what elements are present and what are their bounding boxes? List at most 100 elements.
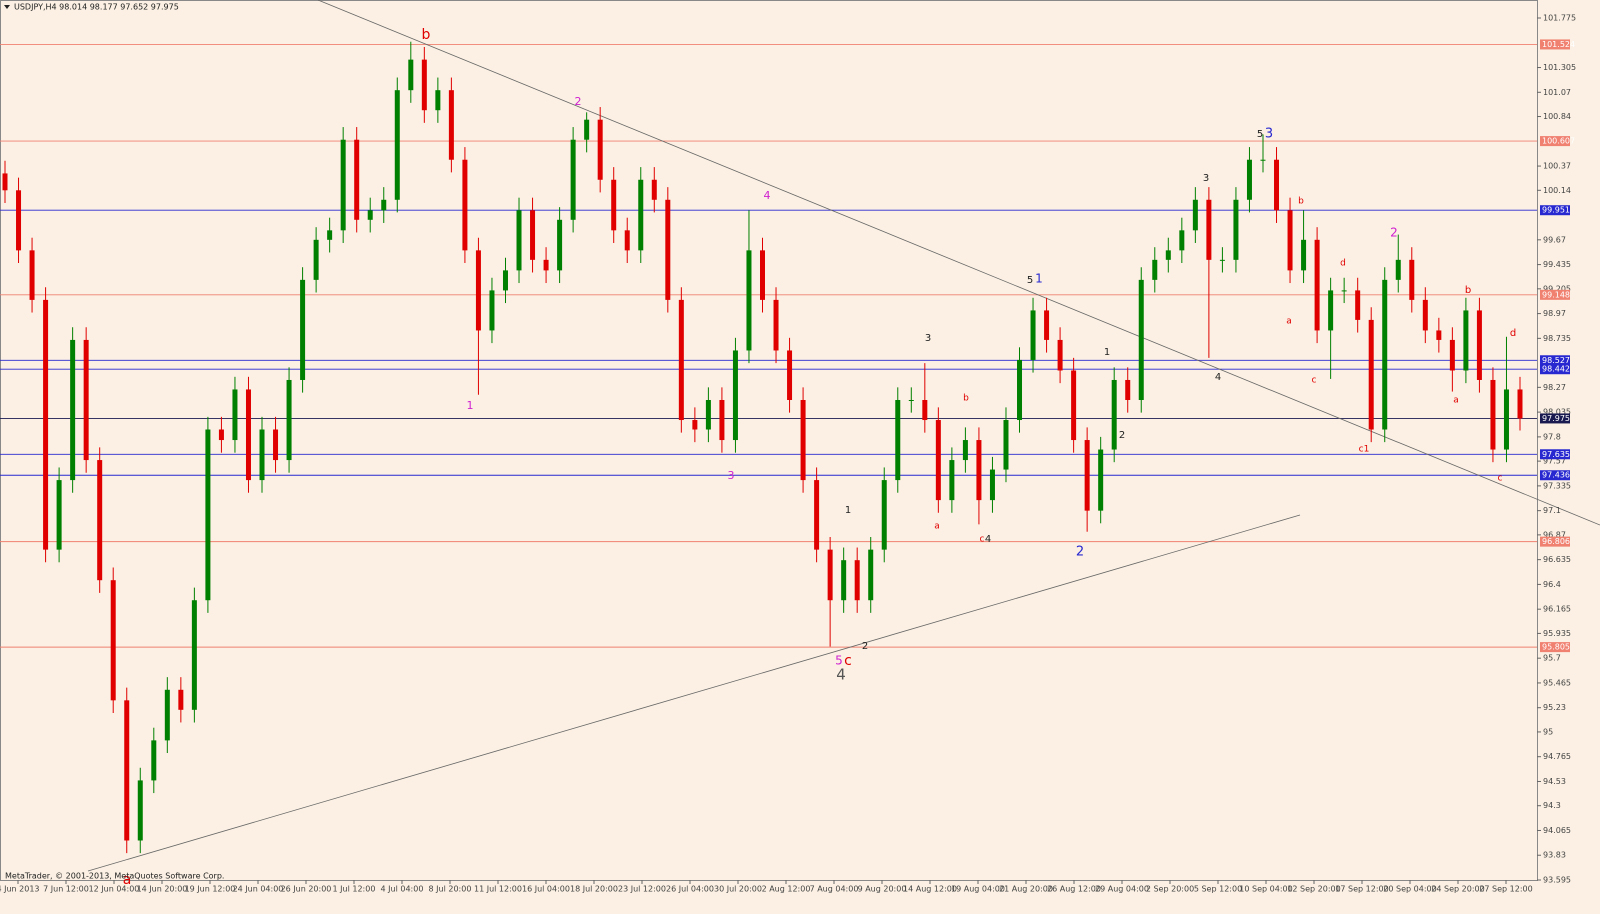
candle-body <box>1476 310 1482 380</box>
x-tick-label: 26 Aug 12:00 <box>1047 885 1101 894</box>
y-tick-label: 96.87 <box>1543 530 1566 539</box>
candle-body <box>1409 259 1415 300</box>
wave-label: a <box>1286 317 1292 327</box>
level-label: 95.805 <box>1542 643 1570 652</box>
wave-label: a <box>934 522 940 532</box>
y-tick-label: 97.1 <box>1543 506 1561 515</box>
wave-label: 4 <box>836 666 846 684</box>
y-tick-label: 95.23 <box>1543 703 1566 712</box>
candle-body <box>1395 259 1401 280</box>
candle-body <box>56 480 62 550</box>
candle-body <box>29 250 35 300</box>
level-tag <box>1540 136 1570 147</box>
candle-body <box>1044 310 1050 340</box>
y-tick-label: 96.635 <box>1543 555 1571 564</box>
x-tick-label: 18 Jul 20:00 <box>570 885 618 894</box>
candle-body <box>367 210 373 220</box>
candle-body <box>665 199 671 300</box>
y-tick-label: 93.595 <box>1543 876 1571 885</box>
candle-body <box>841 560 847 601</box>
candle-body <box>868 549 874 601</box>
x-tick-label: 26 Jun 20:00 <box>281 885 332 894</box>
wave-label: b <box>1298 197 1304 207</box>
y-tick-label: 100.37 <box>1543 162 1571 171</box>
x-tick-label: 8 Jul 20:00 <box>429 885 472 894</box>
candle-body <box>976 440 982 501</box>
chart-title: USDJPY,H4 98.014 98.177 97.652 97.975 <box>14 3 179 12</box>
candle-body <box>1017 359 1023 421</box>
y-tick-label: 101.07 <box>1543 88 1571 97</box>
candle-body <box>394 90 400 200</box>
candle-body <box>1490 379 1496 450</box>
candle-body <box>1260 159 1266 161</box>
wave-label: 2 <box>575 95 582 108</box>
wave-label: 2 <box>1390 226 1398 240</box>
candle-body <box>97 460 103 581</box>
x-tick-label: 1 Jul 12:00 <box>333 885 376 894</box>
candle-body <box>732 350 738 441</box>
y-tick-label: 101.775 <box>1543 14 1576 23</box>
candle-body <box>1301 239 1307 271</box>
y-tick-label: 101.305 <box>1543 63 1576 72</box>
candle-body <box>814 480 820 550</box>
wave-label: c <box>844 653 852 669</box>
level-label: 97.635 <box>1542 450 1570 459</box>
x-tick-label: 24 Jun 04:00 <box>233 885 284 894</box>
candle-body <box>827 549 833 601</box>
level-label: 98.442 <box>1542 365 1570 374</box>
y-tick-label: 98.97 <box>1543 309 1566 318</box>
level-tag <box>1540 470 1570 481</box>
y-tick-label: 95.465 <box>1543 678 1571 687</box>
x-tick-label: 12 Sep 20:00 <box>1287 885 1340 894</box>
candle-body <box>273 429 279 461</box>
x-tick-label: 9 Aug 20:00 <box>858 885 907 894</box>
candle-body <box>570 139 576 220</box>
candle-body <box>1233 199 1239 260</box>
candle-body <box>1057 339 1063 371</box>
level-label: 99.148 <box>1542 290 1570 299</box>
x-tick-label: 5 Sep 12:00 <box>1194 885 1242 894</box>
candle-body <box>1206 199 1212 260</box>
wave-label: a <box>123 872 132 888</box>
candle-body <box>124 700 130 841</box>
y-tick-label: 94.065 <box>1543 826 1571 835</box>
x-tick-label: 7 Jun 12:00 <box>43 885 89 894</box>
candle-body <box>259 429 265 481</box>
candle-body <box>1341 290 1347 292</box>
x-tick-label: 26 Jul 04:00 <box>666 885 714 894</box>
candle-body <box>354 139 360 220</box>
x-tick-label: 2 Aug 12:00 <box>762 885 811 894</box>
wave-label: b <box>422 27 431 43</box>
x-tick-label: 4 Jul 04:00 <box>381 885 424 894</box>
y-tick-label: 99.67 <box>1543 235 1566 244</box>
candle-body <box>787 350 793 400</box>
candle-body <box>1098 449 1104 511</box>
level-tag <box>1540 413 1570 424</box>
candle-body <box>43 299 49 550</box>
wave-label: c1 <box>1359 445 1370 455</box>
x-tick-label: 20 Sep 04:00 <box>1383 885 1436 894</box>
candle-body <box>1219 259 1225 261</box>
x-tick-label: 19 Jun 12:00 <box>185 885 236 894</box>
level-label: 97.436 <box>1542 471 1570 480</box>
title-marker <box>4 5 10 9</box>
candle-body <box>719 399 725 441</box>
level-label: 100.607 <box>1542 137 1575 146</box>
candle-body <box>651 179 657 200</box>
candle-body <box>1503 389 1509 450</box>
x-tick-label: 14 Aug 12:00 <box>903 885 957 894</box>
x-tick-label: 19 Aug 04:00 <box>951 885 1005 894</box>
candle-body <box>340 139 346 231</box>
candle-body <box>800 399 806 481</box>
candle-body <box>70 339 76 481</box>
candle-body <box>746 250 752 351</box>
x-tick-label: 29 Aug 04:00 <box>1095 885 1149 894</box>
candle-body <box>922 399 928 421</box>
candle-body <box>773 299 779 351</box>
candle-body <box>881 480 887 550</box>
y-tick-label: 94.3 <box>1543 801 1561 810</box>
wave-label: 1 <box>1035 272 1043 286</box>
candle-body <box>678 299 684 421</box>
candle-body <box>692 420 698 430</box>
